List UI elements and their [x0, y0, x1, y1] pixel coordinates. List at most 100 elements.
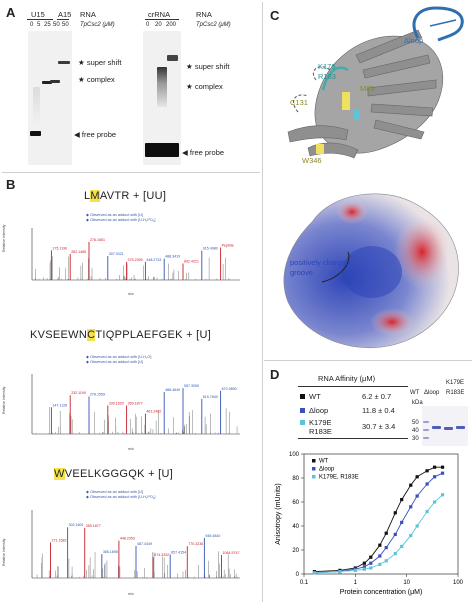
spectrum-peak-label: 802.4221 — [184, 259, 199, 263]
label-c131: C131 — [290, 98, 308, 107]
gel2-conc-0: 0 — [146, 22, 150, 28]
spectrum-peak-label: 385.1898 — [103, 550, 118, 554]
y-tick-label: 0 — [296, 572, 300, 578]
gel-d-marker-40: 40 — [412, 428, 419, 434]
gel1-conc-0: 0 — [30, 22, 34, 28]
data-point-2 — [353, 568, 357, 572]
y-tick-label: 80 — [292, 476, 299, 482]
gel1-conc-2: 25 — [44, 22, 51, 28]
annot-free-probe: ◀ free probe — [74, 130, 117, 139]
data-point-1 — [384, 546, 388, 550]
spectrum-2-xlabel: m/z — [128, 447, 134, 451]
legend-marker-0 — [312, 459, 316, 463]
label-r183: R183 — [318, 72, 336, 81]
gel-d-ladder-2 — [423, 429, 429, 431]
data-point-2 — [312, 571, 317, 575]
gel2-band-free — [145, 143, 179, 157]
gel1-group-u15: U15 — [31, 10, 45, 19]
legend-label-1: Δloop — [319, 467, 335, 473]
gel-d-ladder-3 — [423, 437, 429, 439]
spectrum-peak-label: 670.3850 — [222, 387, 237, 391]
x-tick-label: 0.1 — [300, 580, 309, 586]
gel2-conc-2: 200 — [166, 22, 177, 28]
affinity-value-wt: 6.2 ± 0.7 — [362, 392, 392, 401]
gel-d-lane-wt: WT — [410, 390, 420, 396]
data-point-2 — [415, 524, 419, 528]
spectrum-peak-label: 359.1877 — [128, 402, 143, 406]
spectrum-peak-label: 615.7840 — [203, 395, 218, 399]
annot-complex: ★ complex — [78, 75, 115, 84]
series-line-1 — [314, 472, 443, 574]
y-tick-label: 20 — [292, 548, 299, 554]
data-point-0 — [415, 475, 419, 479]
gel-d-lane-r: R183E — [446, 390, 465, 396]
spectrum-peak-label: 271.1582 — [52, 538, 67, 542]
series-line-2 — [314, 494, 443, 574]
data-point-2 — [338, 570, 342, 574]
peptide-1-legend-1: ◆ Observed as an adduct with [U] — [86, 213, 143, 217]
affinity-row-mutant-2: R183E — [309, 427, 332, 436]
gel1-image — [28, 31, 72, 165]
data-point-0 — [440, 465, 445, 469]
x-tick-label: 10 — [403, 580, 410, 586]
data-point-1 — [378, 554, 382, 558]
affinity-value-mutant: 30.7 ± 3.4 — [362, 422, 396, 431]
label-dloop: Δloop — [404, 36, 424, 45]
spectrum-peak-label: 488.4849 — [165, 388, 180, 392]
spectrum-peak-label: 945.4840 — [205, 534, 220, 538]
peptide-3-sequence: WVEELKGGGQK + [U] — [54, 468, 174, 480]
spectrum-peak-label: 488.3419 — [165, 255, 180, 259]
data-point-1 — [393, 532, 397, 536]
gel-d-image — [422, 406, 468, 446]
spectrum-3-xlabel: m/z — [128, 592, 134, 596]
spectrum-peak-label: 307.0321 — [109, 252, 124, 256]
spectrum-peak-label: 557.3059 — [184, 384, 199, 388]
gel-d-marker-30: 30 — [412, 436, 419, 442]
data-point-2 — [432, 500, 437, 504]
spectrum-peak-label: 657.4154 — [171, 550, 186, 554]
gel2-bracket — [145, 19, 179, 20]
label-groove-1: positively charged — [290, 258, 351, 267]
gel1-band-complex-a — [42, 81, 52, 84]
y-axis-label: Anisotropy (mUnits) — [275, 483, 282, 544]
spectrum-peak-label: 232.1190 — [71, 391, 86, 395]
spectrum-peak-label: 574.3332 — [154, 553, 169, 557]
data-point-2 — [393, 552, 397, 556]
label-m83: M83 — [360, 84, 375, 93]
spectrum-peak-label: 1064.5747 — [222, 551, 239, 555]
gel1-a15-bracket — [57, 19, 69, 20]
data-point-0 — [432, 465, 437, 469]
data-point-2 — [369, 566, 373, 570]
electrostatic-surface — [283, 193, 459, 349]
gel2-conc-1: 20 — [155, 22, 162, 28]
spectrum-1: 175.1190 262.1485 276.1651 307.0321 375.2399… — [31, 228, 240, 281]
x-tick-label: 1 — [354, 580, 358, 586]
peptide-1-sequence: LMAVTR + [UU] — [84, 190, 167, 202]
x-axis-label: Protein concentration (μM) — [340, 589, 423, 596]
gel-d-band-mutant — [456, 426, 465, 429]
data-point-0 — [362, 561, 366, 565]
annot-free-probe-2: ◀ free probe — [182, 148, 225, 157]
peptide-2-legend-1: ◆ Observed as an adduct with [U-H₂O] — [86, 355, 152, 359]
affinity-row-wt: WT — [300, 392, 321, 401]
peptide-2-legend-2: ◆ Observed as an adduct with [U] — [86, 360, 143, 364]
annot-super-shift: ★ super shift — [78, 58, 122, 67]
affinity-header-rule — [298, 386, 408, 387]
data-point-1 — [400, 520, 404, 524]
spectrum-1-xlabel: m/z — [128, 292, 134, 296]
data-point-1 — [425, 482, 429, 486]
data-point-1 — [369, 561, 373, 565]
gel2-rna-label: RNA — [196, 10, 212, 19]
gel1-u15-bracket — [27, 19, 53, 20]
spectrum-2: 147.1128 232.1190 276.1559 330.1520 359.1877… — [31, 374, 240, 435]
legend-label-0: WT — [319, 459, 329, 465]
gel1-conc-4: 50 — [62, 22, 69, 28]
data-point-2 — [425, 510, 429, 514]
spectrum-peak-label: 147.1128 — [52, 403, 67, 407]
divider-c-d — [264, 360, 472, 361]
spectrum-peak-label: 276.1559 — [90, 393, 105, 397]
x-tick-label: 100 — [453, 580, 464, 586]
peptide-2-sequence: KVSEEWNCTIQPPLAEFGEK + [U] — [30, 329, 212, 341]
legend-marker-1 — [312, 467, 316, 471]
data-point-0 — [409, 483, 413, 487]
